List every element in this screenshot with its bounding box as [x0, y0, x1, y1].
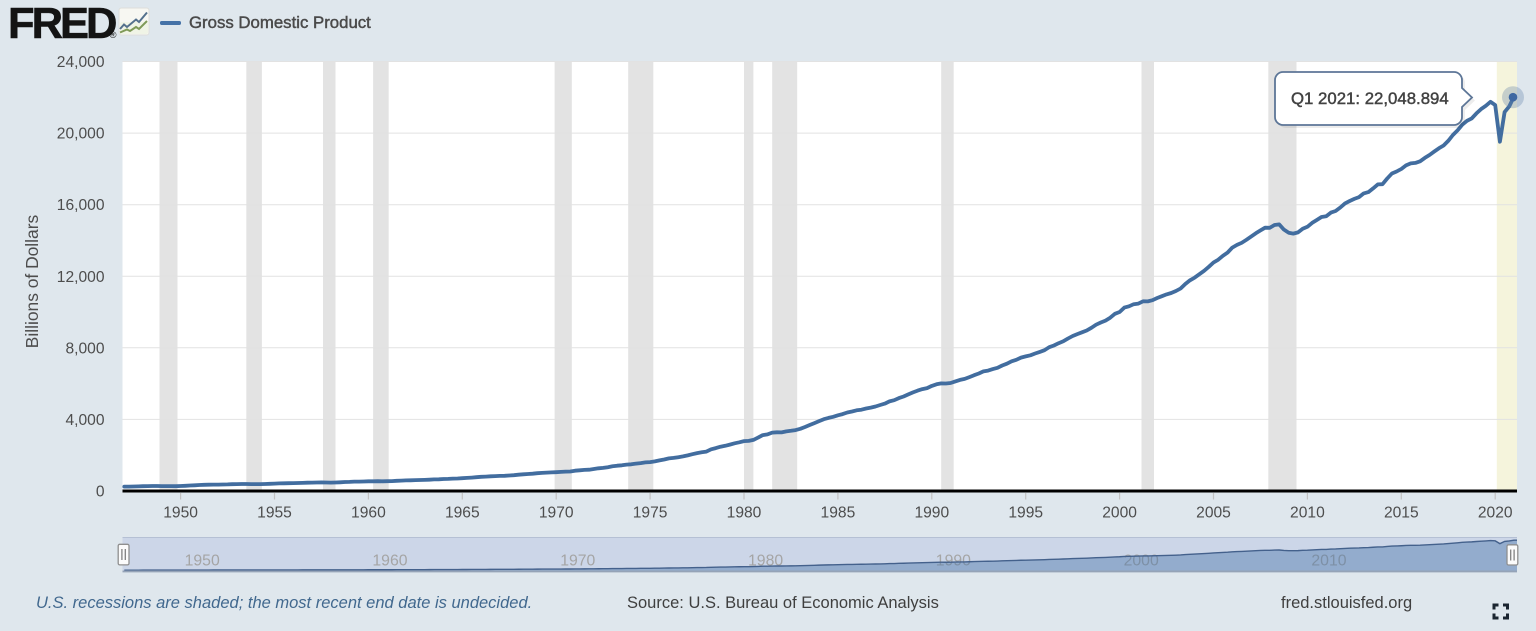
- svg-text:1955: 1955: [257, 505, 292, 522]
- svg-text:1995: 1995: [1008, 505, 1043, 522]
- svg-text:2010: 2010: [1290, 505, 1325, 522]
- svg-text:Billions of Dollars: Billions of Dollars: [22, 215, 42, 349]
- svg-text:20,000: 20,000: [57, 126, 105, 143]
- svg-text:1980: 1980: [748, 553, 783, 570]
- svg-text:16,000: 16,000: [57, 197, 105, 214]
- svg-text:1950: 1950: [185, 553, 220, 570]
- svg-text:2015: 2015: [1384, 505, 1419, 522]
- svg-text:1985: 1985: [821, 505, 856, 522]
- svg-text:1990: 1990: [936, 553, 971, 570]
- svg-text:12,000: 12,000: [57, 269, 105, 286]
- svg-text:8,000: 8,000: [65, 340, 104, 357]
- svg-text:1975: 1975: [633, 505, 668, 522]
- svg-text:1950: 1950: [163, 505, 198, 522]
- svg-text:1960: 1960: [372, 553, 407, 570]
- svg-text:0: 0: [96, 484, 105, 501]
- svg-text:1980: 1980: [727, 505, 762, 522]
- svg-text:2000: 2000: [1102, 505, 1137, 522]
- svg-text:4,000: 4,000: [65, 412, 104, 429]
- svg-text:1960: 1960: [351, 505, 386, 522]
- svg-text:1970: 1970: [560, 553, 595, 570]
- svg-text:2020: 2020: [1478, 505, 1513, 522]
- svg-text:24,000: 24,000: [57, 54, 105, 71]
- svg-text:1965: 1965: [445, 505, 480, 522]
- svg-text:Q1 2021: 22,048.894: Q1 2021: 22,048.894: [1291, 89, 1449, 108]
- svg-text:2005: 2005: [1196, 505, 1231, 522]
- svg-text:2010: 2010: [1311, 553, 1346, 570]
- svg-text:1970: 1970: [539, 505, 574, 522]
- svg-text:1990: 1990: [914, 505, 949, 522]
